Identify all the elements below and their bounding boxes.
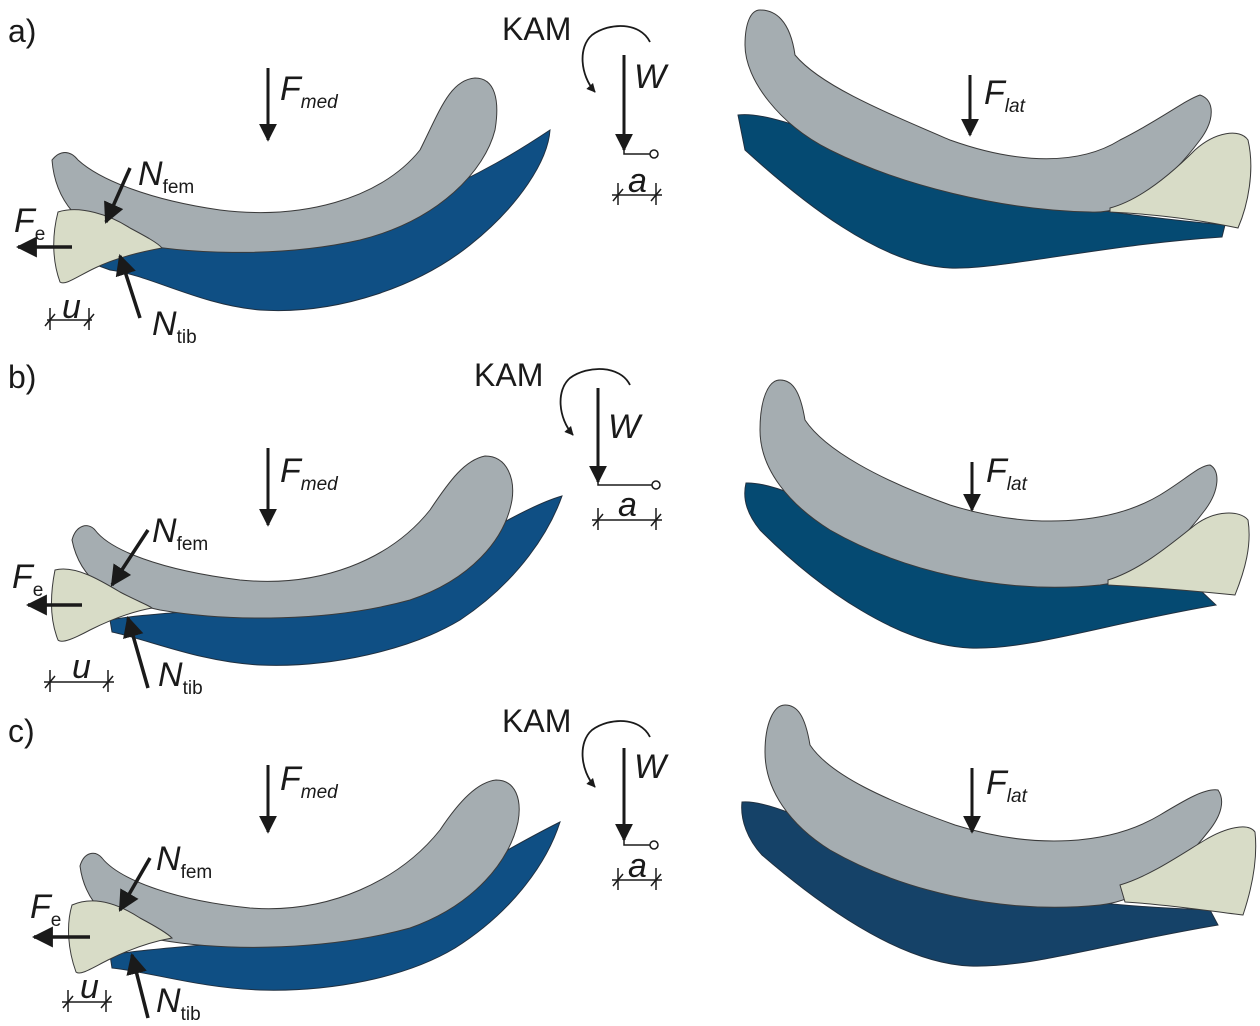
pivot-point	[649, 840, 659, 850]
lateral-femur	[744, 9, 1212, 213]
f-lat-label: Flat	[986, 452, 1028, 495]
lateral-femur	[764, 704, 1223, 908]
n-tib-arrow	[126, 952, 150, 1019]
medial-compartment	[51, 455, 563, 666]
n-fem-arrow	[118, 857, 152, 912]
u-dimension: u	[44, 288, 95, 330]
a-dimension: a	[592, 486, 662, 530]
panel-c: c) Fmed Flat Nfem Ntib Fe u K	[8, 703, 1257, 1025]
pivot-point	[649, 149, 659, 159]
a-label: a	[628, 162, 647, 200]
moment-arm	[597, 482, 652, 486]
medial-femur	[51, 77, 498, 253]
n-tib-label: Ntib	[158, 656, 203, 699]
n-fem-arrow	[104, 167, 132, 224]
a-dimension: a	[612, 162, 662, 205]
w-label: W	[634, 748, 669, 786]
u-label: u	[62, 288, 81, 326]
f-lat-label: Flat	[984, 74, 1026, 117]
kam-moment-arrow	[559, 368, 631, 436]
medial-meniscus	[68, 900, 174, 974]
medial-meniscus	[51, 568, 154, 642]
kam-moment-arrow	[581, 720, 651, 788]
u-label: u	[72, 648, 91, 686]
lateral-meniscus	[1109, 132, 1252, 229]
kam-moment-arrow	[581, 25, 651, 93]
lateral-compartment	[741, 704, 1257, 967]
n-fem-arrow	[110, 529, 150, 587]
w-label: W	[608, 408, 643, 446]
panel-label: b)	[8, 359, 36, 395]
a-label: a	[628, 847, 647, 885]
n-fem-label: Nfem	[156, 840, 212, 883]
lateral-femur	[759, 379, 1218, 588]
n-tib-arrow	[123, 615, 150, 689]
n-tib-label: Ntib	[152, 305, 197, 348]
u-dimension: u	[44, 648, 114, 692]
f-e-label: Fe	[14, 202, 45, 245]
medial-femur	[71, 455, 514, 619]
lateral-compartment	[744, 379, 1250, 649]
panel-a: a) Fmed Flat Nfem Ntib Fe	[8, 9, 1252, 348]
u-label: u	[80, 968, 99, 1006]
n-fem-label: Nfem	[152, 512, 208, 555]
n-tib-arrow	[115, 254, 142, 319]
f-med-label: Fmed	[280, 760, 339, 803]
a-dimension: a	[612, 847, 662, 890]
lateral-meniscus	[1119, 826, 1257, 916]
lateral-meniscus	[1107, 512, 1250, 596]
f-med-label: Fmed	[280, 70, 339, 113]
panel-b: b) Fmed Flat Nfem Ntib Fe u K	[8, 357, 1250, 699]
medial-compartment	[51, 77, 551, 312]
panel-label: a)	[8, 13, 36, 49]
lateral-compartment	[737, 9, 1252, 269]
u-dimension: u	[62, 968, 112, 1012]
w-label: W	[634, 58, 669, 96]
kam-label: KAM	[502, 703, 571, 739]
moment-arm	[623, 150, 650, 155]
f-lat-label: Flat	[986, 764, 1028, 807]
f-e-label: Fe	[30, 888, 61, 931]
medial-femur	[79, 779, 520, 948]
f-e-label: Fe	[12, 558, 43, 601]
panel-label: c)	[8, 713, 35, 749]
n-fem-label: Nfem	[138, 155, 194, 198]
n-tib-label: Ntib	[156, 982, 201, 1025]
moment-arm	[623, 840, 650, 846]
kam-label: KAM	[474, 357, 543, 393]
f-med-label: Fmed	[280, 452, 339, 495]
medial-compartment	[68, 779, 561, 991]
a-label: a	[618, 486, 637, 524]
kam-label: KAM	[502, 11, 571, 47]
pivot-point	[651, 480, 661, 490]
